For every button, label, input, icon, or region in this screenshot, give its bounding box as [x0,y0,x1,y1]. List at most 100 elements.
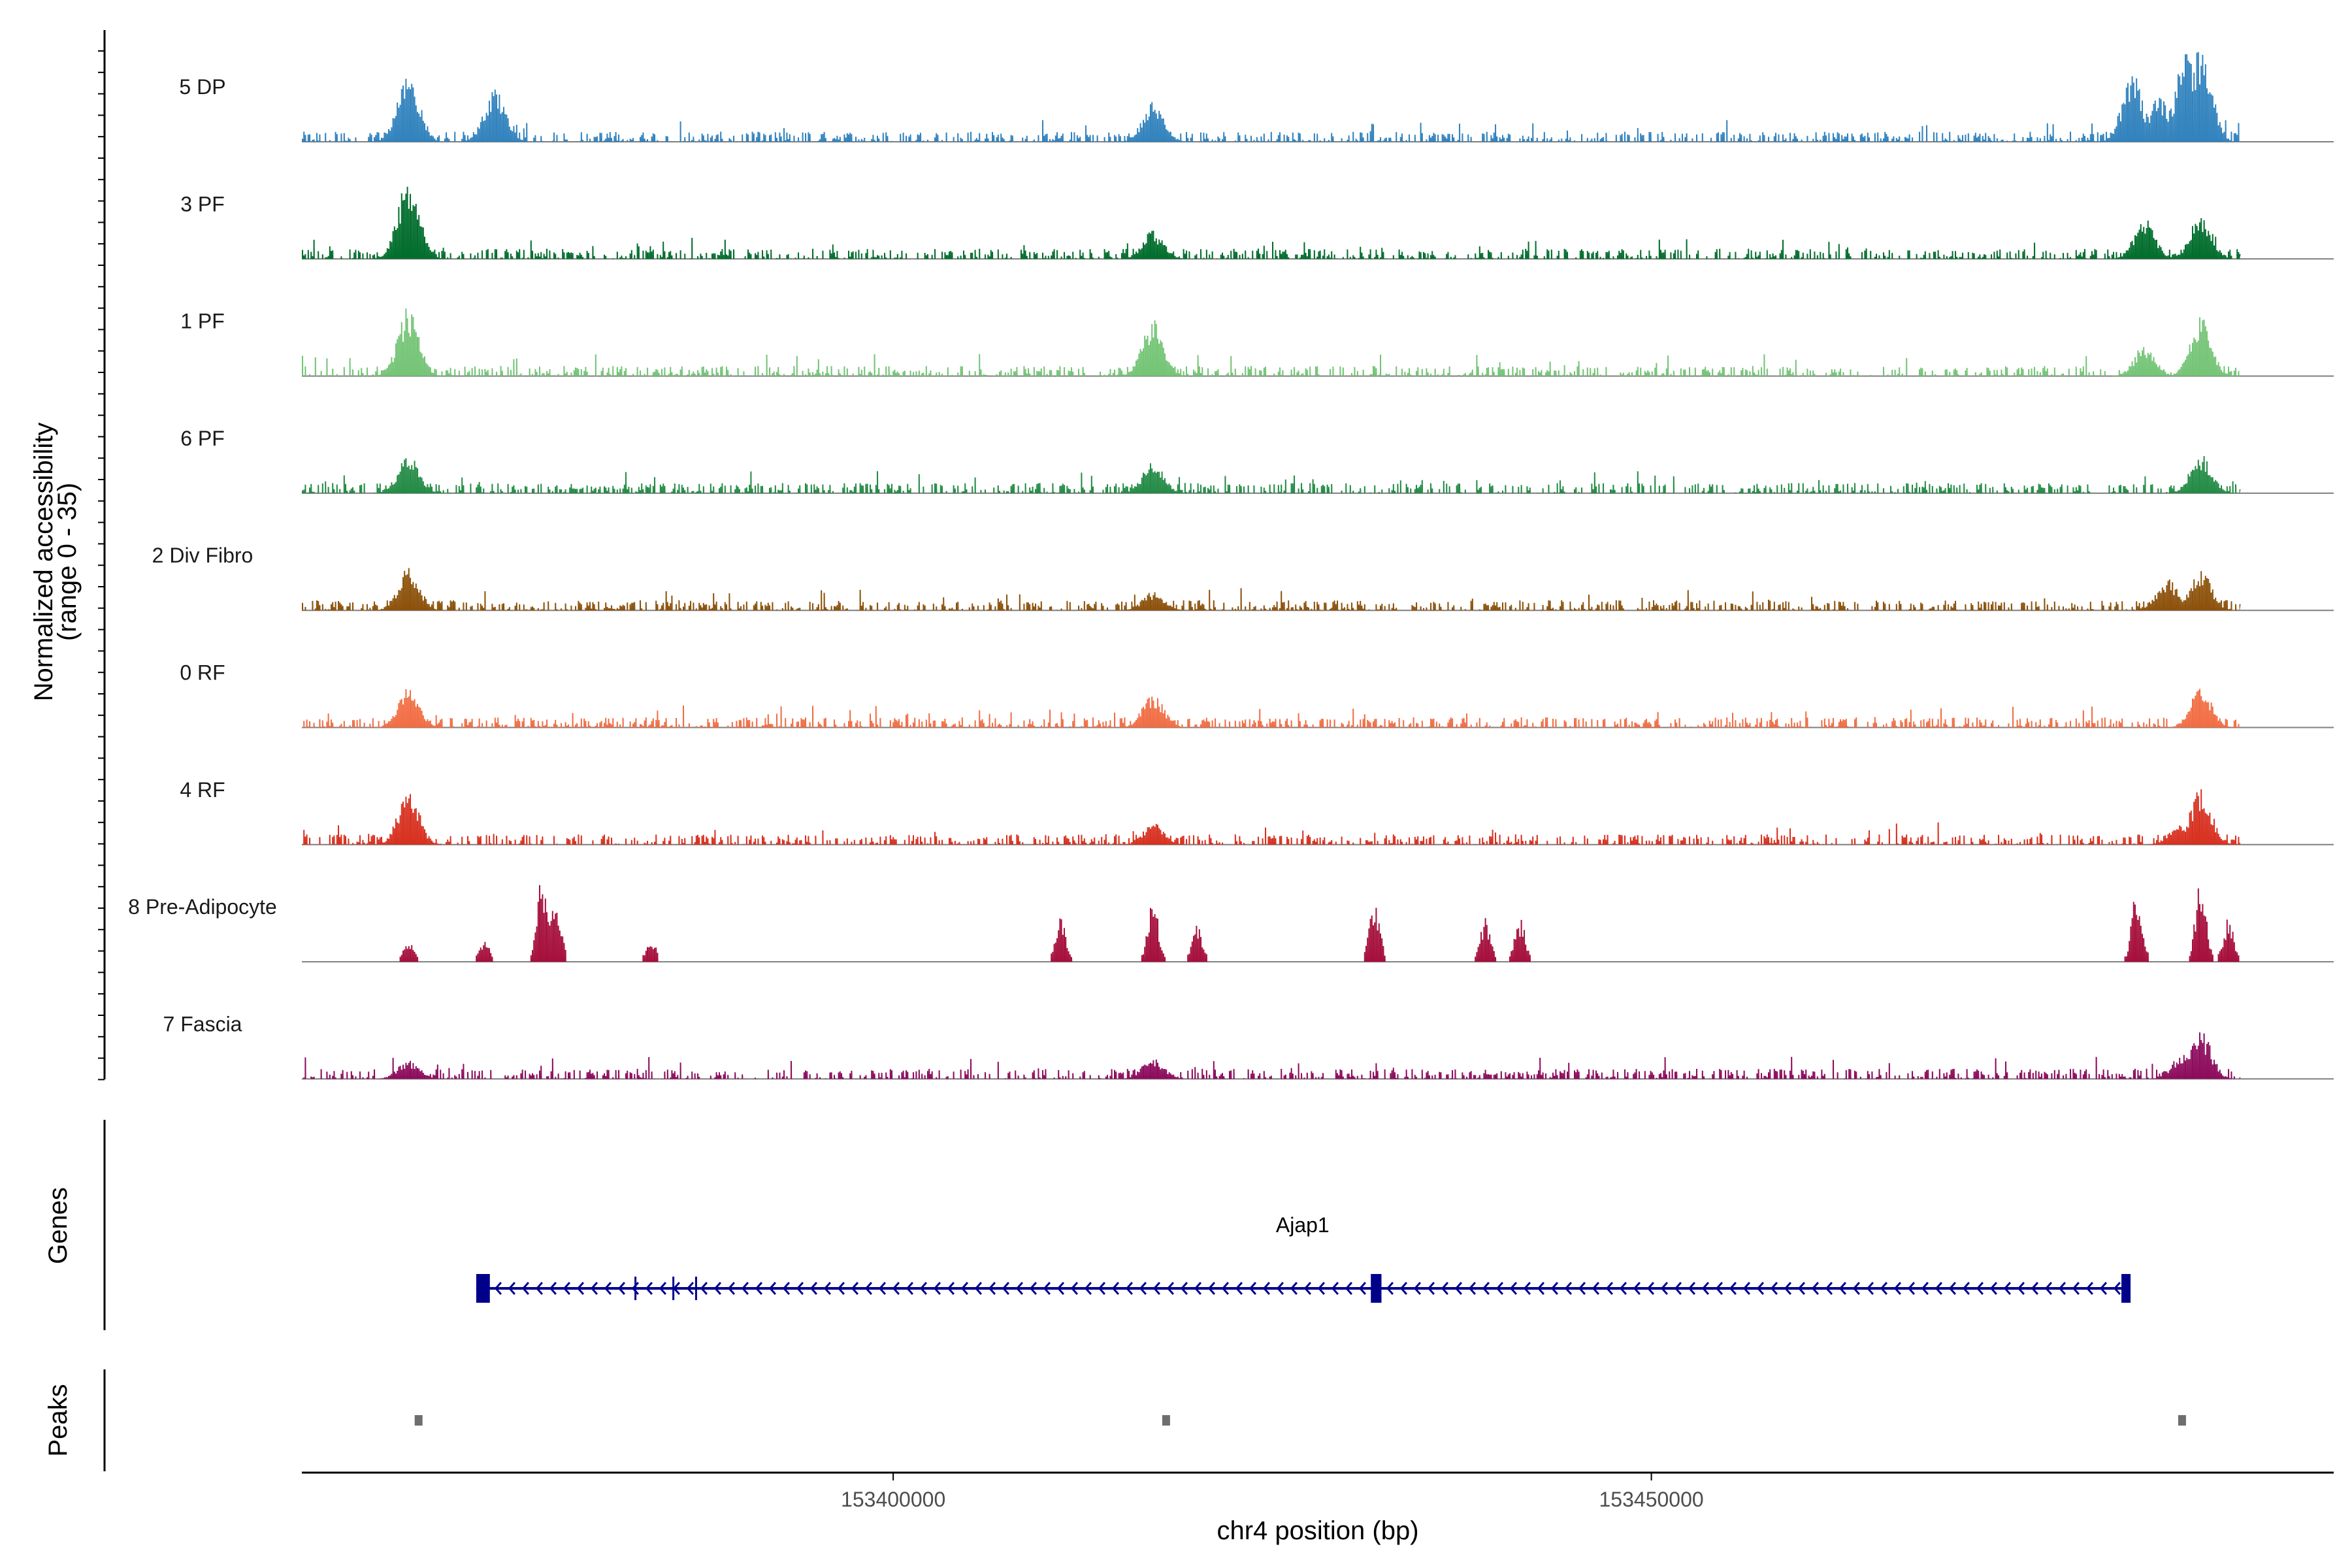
coverage-area [302,568,2241,611]
strand-arrow [837,1282,845,1295]
strand-arrow [1317,1282,1326,1295]
x-tick-label: 153450000 [1599,1488,1704,1511]
strand-arrow [974,1282,983,1295]
strand-arrow [659,1282,667,1295]
strand-arrow [1166,1282,1175,1295]
coverage-area [302,789,2241,845]
strand-arrow [1468,1282,1477,1295]
x-tick-label: 153400000 [841,1488,945,1511]
strand-arrow [1756,1282,1765,1295]
strand-arrow [1550,1282,1559,1295]
strand-arrow [1688,1282,1696,1295]
strand-arrow [1441,1282,1449,1295]
strand-arrow [1070,1282,1079,1295]
strand-arrow [2072,1282,2080,1295]
y-axis-ticks [98,50,105,1081]
strand-arrow [1838,1282,1847,1295]
strand-arrow [1633,1282,1641,1295]
strand-arrow [1797,1282,1806,1295]
strand-arrow [892,1282,900,1295]
strand-arrow [1770,1282,1778,1295]
track-label: 0 RF [180,661,225,685]
track-6-pf: 6 PF [180,427,2334,494]
strand-arrow [563,1282,571,1295]
x-axis-ticks: 153400000 153450000 [841,1473,1704,1511]
strand-arrow [864,1282,873,1295]
track-2-div-fibro: 2 Div Fibro [152,544,2334,612]
strand-arrow [1509,1282,1518,1295]
strand-arrow [1537,1282,1545,1295]
track-label: 5 DP [179,75,225,99]
exon [1371,1274,1382,1303]
strand-arrow [1276,1282,1284,1295]
y-axis-range: (range 0 - 35) [53,483,82,641]
strand-arrow [851,1282,859,1295]
strand-arrow [1345,1282,1353,1295]
strand-arrow [2017,1282,2025,1295]
strand-arrow [1729,1282,1737,1295]
strand-arrow [1194,1282,1202,1295]
strand-arrow [1386,1282,1394,1295]
strand-arrow [1139,1282,1147,1295]
strand-arrow [549,1282,557,1295]
gene-track: Ajap1 [476,1213,2131,1303]
strand-arrow [1427,1282,1435,1295]
track-label: 7 Fascia [163,1012,242,1036]
strand-arrow [1935,1282,1943,1295]
strand-arrow [1358,1282,1367,1295]
strand-arrow [1303,1282,1312,1295]
strand-arrow [508,1282,516,1295]
strand-arrow [906,1282,914,1295]
strand-arrow [713,1282,722,1295]
strand-arrow [2044,1282,2053,1295]
track-1-pf: 1 PF [180,308,2334,377]
strand-arrow [768,1282,777,1295]
track-label: 1 PF [180,310,225,333]
strand-arrow [686,1282,694,1295]
strand-arrow [1454,1282,1463,1295]
strand-arrow [576,1282,585,1295]
strand-arrow [809,1282,818,1295]
strand-arrow [700,1282,708,1295]
strand-arrow [1029,1282,1037,1295]
strand-arrow [1152,1282,1161,1295]
strand-arrow [727,1282,736,1295]
strand-arrow [2085,1282,2094,1295]
strand-arrow [919,1282,928,1295]
track-8-pre-adipocyte: 8 Pre-Adipocyte [128,885,2334,963]
strand-arrow [988,1282,996,1295]
strand-arrow [1207,1282,1216,1295]
strand-arrow [1976,1282,1984,1295]
gene-ajap1: Ajap1 [476,1213,2131,1303]
strand-arrow [1660,1282,1669,1295]
strand-arrow [1221,1282,1230,1295]
strand-arrow [1482,1282,1490,1295]
strand-arrow [1399,1282,1408,1295]
strand-arrow [1921,1282,1929,1295]
strand-arrow [631,1282,640,1295]
exon [476,1274,490,1303]
strand-arrow [1893,1282,1902,1295]
strand-arrow [2113,1282,2121,1295]
coverage-area [302,308,2241,376]
coverage-area [302,1032,2241,1079]
strand-arrow [960,1282,969,1295]
strand-arrow [823,1282,832,1295]
exon [2121,1274,2131,1303]
strand-arrow [1180,1282,1188,1295]
strand-arrow [1125,1282,1134,1295]
strand-arrow [1331,1282,1339,1295]
strand-arrow [1578,1282,1586,1295]
strand-arrow [1989,1282,1998,1295]
coverage-area [302,689,2241,728]
strand-arrow [1866,1282,1874,1295]
strand-arrow [1015,1282,1024,1295]
strand-arrow [782,1282,791,1295]
strand-arrow [2031,1282,2039,1295]
strand-arrow [1262,1282,1271,1295]
strand-arrow [1715,1282,1723,1295]
coverage-area [302,456,2241,493]
strand-arrow [1825,1282,1833,1295]
strand-arrow [590,1282,598,1295]
